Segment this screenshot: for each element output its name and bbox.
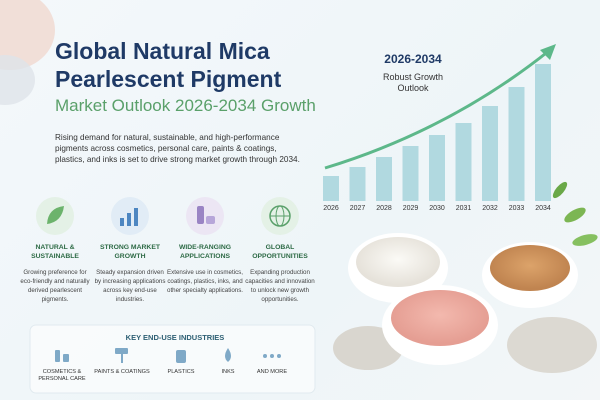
icon-roller: [115, 348, 128, 354]
bar: [402, 146, 419, 201]
powder: [0, 55, 35, 105]
icon-bar: [134, 208, 138, 226]
icon-dot: [270, 354, 274, 358]
icon-roller: [121, 354, 123, 363]
x-tick-label: 2027: [349, 205, 366, 212]
bar: [429, 135, 445, 201]
feature-text: Steady expansion driven by increasing ap…: [94, 269, 166, 303]
bar: [376, 157, 392, 201]
x-tick-label: 2026: [323, 205, 339, 212]
intro: Rising demand for natural, sustainable, …: [55, 133, 300, 164]
bar: [455, 123, 472, 201]
feature-text: Expanding production capacities and inno…: [245, 269, 315, 303]
industry-label: PLASTICS: [167, 369, 195, 375]
powder-pink: [391, 290, 489, 346]
icon-plastic: [176, 350, 186, 363]
feature-icons: [36, 197, 299, 235]
industry-label: AND MORE: [256, 369, 288, 375]
x-tick-label: 2033: [508, 205, 525, 212]
feature-title: STRONG MARKET GROWTH: [99, 244, 161, 260]
x-tick-label: 2030: [429, 205, 445, 212]
industries-title: KEY END-USE INDUSTRIES: [125, 333, 225, 342]
growth-arrow: [324, 48, 551, 170]
icon-leaf: [47, 206, 64, 224]
x-tick-label: 2029: [402, 205, 419, 212]
industries-box: [29, 324, 316, 394]
feature-text: Growing preference for eco-friendly and …: [20, 269, 90, 303]
industry-label: PAINTS & COATINGS: [94, 369, 150, 375]
leaf: [552, 181, 568, 199]
icon-jar: [63, 354, 69, 362]
leaf: [572, 234, 598, 246]
powder-tan: [490, 245, 570, 291]
mica-flakes: [507, 317, 597, 373]
bar: [535, 64, 551, 201]
bar: [508, 87, 525, 201]
x-tick-label: 2032: [482, 205, 498, 212]
icon-jar: [206, 216, 215, 224]
icon-drop: [225, 348, 231, 362]
leaf: [564, 207, 586, 223]
title: Global Natural Mica: [55, 38, 270, 64]
x-tick-label: 2034: [535, 205, 551, 212]
feature-title: WIDE-RANGING APPLICATIONS: [178, 244, 232, 260]
subtitle: Market Outlook 2026-2034 Growth: [55, 96, 316, 115]
industry-label: INKS: [221, 369, 235, 375]
bar: [482, 106, 498, 201]
icon-bar: [127, 213, 131, 226]
chart-subtitle: Robust Growth Outlook: [382, 72, 444, 93]
feature-title: GLOBAL OPPORTUNITIES: [252, 244, 308, 260]
bar: [323, 176, 339, 201]
chart-title: 2026-2034: [384, 52, 442, 66]
icon-dot: [277, 354, 281, 358]
feature-title: NATURAL & SUSTAINABLE: [31, 244, 79, 260]
industry-icons: [55, 348, 281, 363]
x-tick-label: 2028: [376, 205, 392, 212]
title: Pearlescent Pigment: [55, 66, 282, 92]
powder-white: [356, 237, 440, 287]
arrow-head: [540, 44, 556, 60]
icon-bottle: [197, 206, 204, 224]
icon-dot: [263, 354, 267, 358]
icon-bg: [186, 197, 224, 235]
x-tick-label: 2031: [455, 205, 472, 212]
powder: [0, 0, 55, 70]
industry-label: COSMETICS & PERSONAL CARE: [38, 369, 86, 382]
icon-bar: [120, 218, 124, 226]
icon-bottle: [55, 350, 60, 362]
feature-text: Extensive use in cosmetics, coatings, pl…: [167, 269, 244, 294]
bar: [349, 167, 366, 201]
